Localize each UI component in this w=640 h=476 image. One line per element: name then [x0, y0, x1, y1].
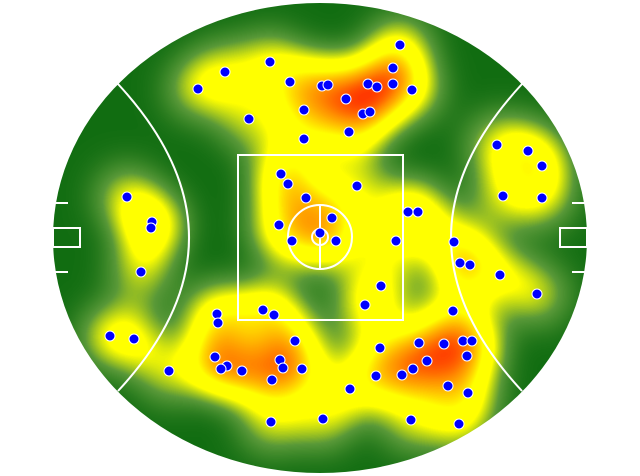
- point: [322, 79, 334, 91]
- point: [387, 62, 399, 74]
- point: [390, 235, 402, 247]
- point: [284, 76, 296, 88]
- point: [257, 304, 269, 316]
- left-goal-square: [52, 227, 81, 248]
- point: [282, 178, 294, 190]
- point: [289, 335, 301, 347]
- point: [497, 190, 509, 202]
- point: [314, 227, 326, 239]
- point: [212, 317, 224, 329]
- point: [387, 78, 399, 90]
- point: [447, 305, 459, 317]
- point: [364, 106, 376, 118]
- point: [219, 66, 231, 78]
- centre-square: [237, 154, 404, 321]
- points: [104, 39, 548, 430]
- point: [522, 145, 534, 157]
- point: [421, 355, 433, 367]
- point: [340, 93, 352, 105]
- point: [412, 206, 424, 218]
- point: [461, 350, 473, 362]
- point: [215, 363, 227, 375]
- point: [243, 113, 255, 125]
- point: [343, 126, 355, 138]
- point: [326, 212, 338, 224]
- point: [163, 365, 175, 377]
- point: [236, 365, 248, 377]
- point: [536, 192, 548, 204]
- point: [442, 380, 454, 392]
- point: [104, 330, 116, 342]
- point: [192, 83, 204, 95]
- point: [275, 168, 287, 180]
- point: [374, 342, 386, 354]
- point: [402, 206, 414, 218]
- point: [407, 363, 419, 375]
- point: [330, 235, 342, 247]
- point: [464, 259, 476, 271]
- point: [448, 236, 460, 248]
- point: [370, 370, 382, 382]
- point: [286, 235, 298, 247]
- point: [128, 333, 140, 345]
- point: [531, 288, 543, 300]
- point: [494, 269, 506, 281]
- point: [375, 280, 387, 292]
- point: [296, 363, 308, 375]
- point: [264, 56, 276, 68]
- left-arc: [117, 83, 190, 392]
- point: [344, 383, 356, 395]
- point: [454, 257, 466, 269]
- point: [317, 413, 329, 425]
- point: [453, 418, 465, 430]
- point: [268, 309, 280, 321]
- point: [121, 191, 133, 203]
- point: [145, 222, 157, 234]
- point: [394, 39, 406, 51]
- point: [266, 374, 278, 386]
- point: [536, 160, 548, 172]
- point: [462, 387, 474, 399]
- point: [362, 78, 374, 90]
- point: [211, 308, 223, 320]
- point: [405, 414, 417, 426]
- point: [265, 416, 277, 428]
- point: [209, 351, 221, 363]
- right-goal-square: [559, 227, 588, 248]
- point: [438, 338, 450, 350]
- point: [135, 266, 147, 278]
- point: [371, 81, 383, 93]
- point: [413, 337, 425, 349]
- point: [273, 219, 285, 231]
- point: [298, 104, 310, 116]
- point: [466, 335, 478, 347]
- point: [491, 139, 503, 151]
- point: [300, 192, 312, 204]
- point: [298, 133, 310, 145]
- point: [406, 84, 418, 96]
- point: [396, 369, 408, 381]
- point: [277, 362, 289, 374]
- point: [351, 180, 363, 192]
- point: [359, 299, 371, 311]
